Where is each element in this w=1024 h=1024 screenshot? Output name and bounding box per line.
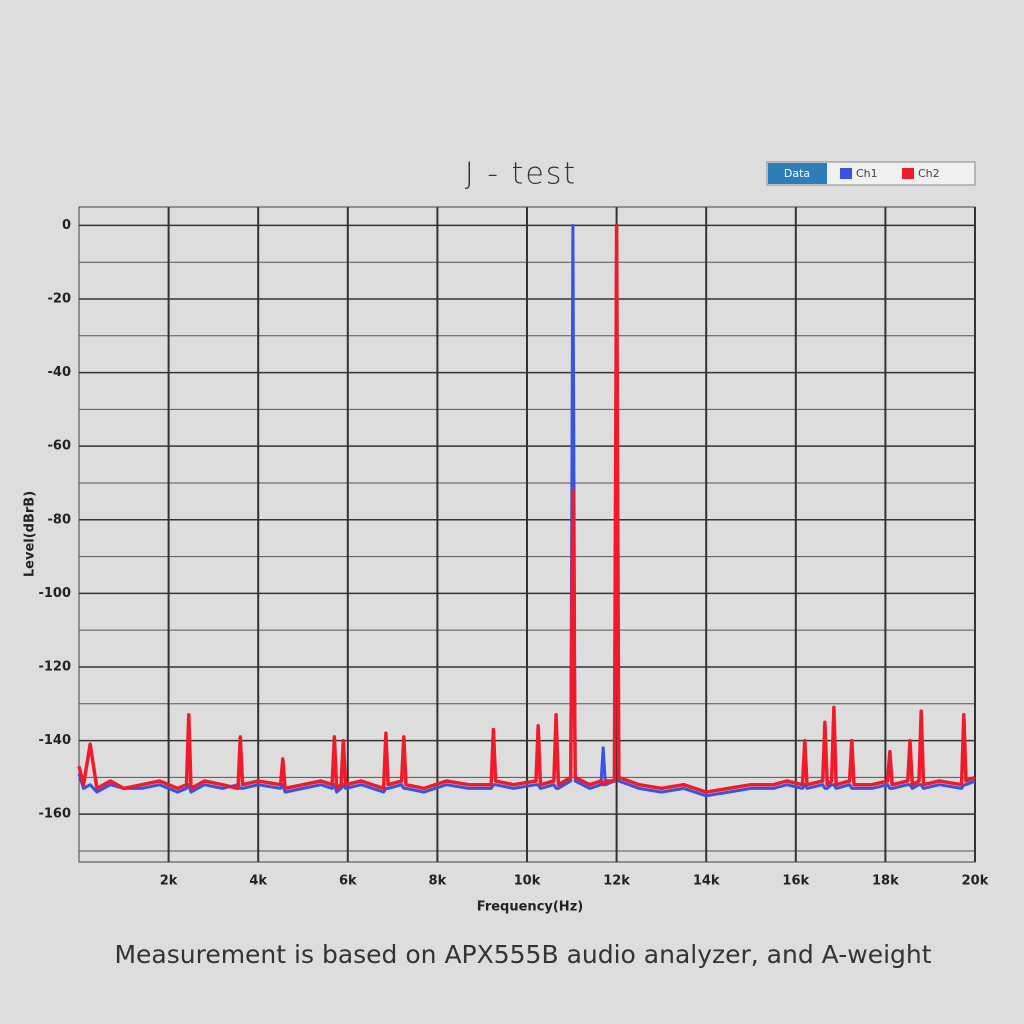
y-tick-label: -20 [48, 291, 72, 306]
x-tick-label: 20k [962, 874, 989, 889]
y-axis-label: Level(dBrB) [23, 491, 38, 577]
legend-swatch [840, 168, 852, 179]
y-tick-label: -140 [38, 733, 71, 748]
x-tick-label: 4k [249, 874, 267, 889]
y-tick-label: 0 [62, 218, 71, 233]
x-tick-label: 14k [693, 874, 720, 889]
legend-title: Data [784, 167, 810, 180]
chart-title: J - test [465, 157, 577, 192]
legend-swatch [902, 168, 914, 179]
x-tick-label: 18k [872, 874, 899, 889]
y-tick-label: -60 [48, 439, 72, 454]
caption: Measurement is based on APX555B audio an… [114, 940, 931, 969]
y-tick-label: -40 [48, 365, 72, 380]
x-tick-label: 6k [339, 874, 357, 889]
legend-header [768, 163, 827, 184]
x-axis-label: Frequency(Hz) [477, 900, 583, 915]
legend-label: Ch1 [856, 167, 878, 180]
y-tick-label: -160 [38, 807, 71, 822]
y-tick-label: -100 [38, 586, 71, 601]
x-tick-label: 2k [160, 874, 178, 889]
y-tick-label: -80 [48, 512, 72, 527]
x-tick-label: 16k [782, 874, 809, 889]
x-tick-label: 8k [429, 874, 447, 889]
x-tick-label: 12k [603, 874, 630, 889]
legend-label: Ch2 [918, 167, 940, 180]
series-line [77, 223, 976, 798]
series-line [77, 223, 976, 794]
x-tick-label: 10k [514, 874, 541, 889]
y-tick-label: -120 [38, 659, 71, 674]
